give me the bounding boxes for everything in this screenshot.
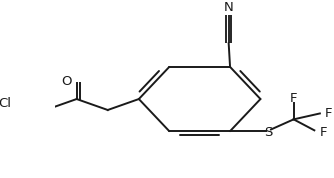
- Text: F: F: [319, 125, 327, 138]
- Text: Cl: Cl: [0, 97, 11, 110]
- Text: F: F: [325, 107, 332, 120]
- Text: O: O: [62, 75, 72, 88]
- Text: S: S: [265, 126, 273, 139]
- Text: F: F: [290, 92, 297, 105]
- Text: N: N: [224, 1, 233, 14]
